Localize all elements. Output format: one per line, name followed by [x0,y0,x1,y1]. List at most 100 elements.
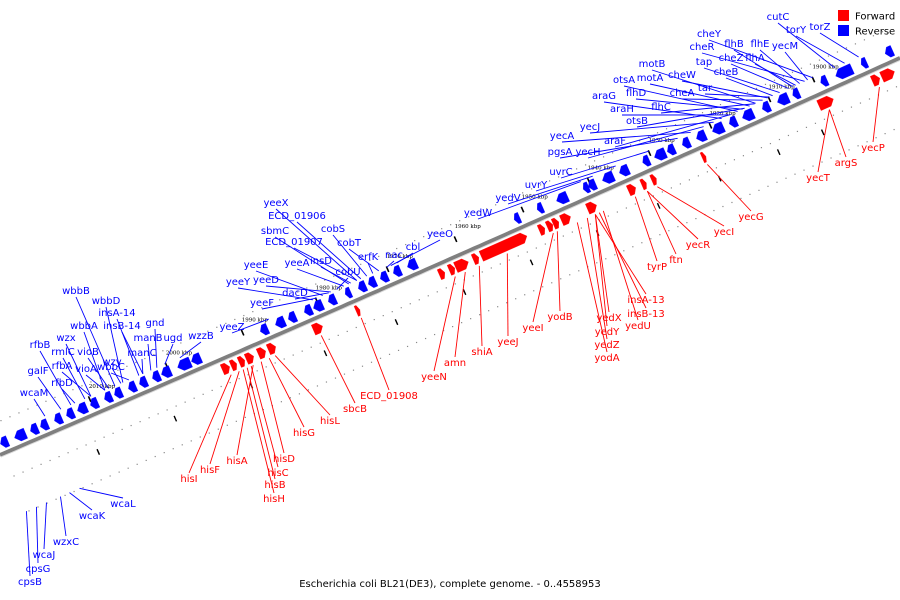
guide-dot [800,67,803,69]
guide-dot [13,475,15,477]
forward-16-gene-arrow [436,268,445,280]
reverse-2-gene-arrow [835,63,855,80]
guide-dot [274,362,276,364]
guide-dot [850,106,853,108]
guide-dot [499,263,501,265]
forward-7-gene-arrow [585,201,597,215]
guide-dot [605,258,607,260]
wzzB-leader-line [179,341,202,359]
guide-dot [135,361,137,364]
yecP-gene-label: yecP [861,143,885,154]
insA-14-gene-label: insA-14 [98,308,135,319]
minor-tick-mark [529,259,534,266]
guide-dot [244,416,246,419]
reverse-12-gene-arrow [667,143,677,156]
guide-dot [670,187,672,189]
hisF-gene-label: hisF [200,465,220,476]
guide-dot [461,322,463,324]
flhE-leader-line [759,49,800,84]
motB-leader-line [651,69,756,104]
yeeD-gene-label: yeeD [253,275,279,286]
reverse-9-gene-arrow [712,121,726,135]
reverse-10-gene-arrow [696,129,708,142]
guide-dot [229,381,231,384]
scale-tick-label: 1960 kbp [455,224,482,230]
vioB-leader-line [87,357,110,389]
hisL-gene-label: hisL [320,416,340,427]
guide-dot [432,232,434,234]
guide-dot [872,35,875,37]
guide-dot [713,209,715,212]
guide-dot [782,75,785,77]
forward-0-gene-arrow [879,68,895,83]
ECD_01907-gene-label: ECD_01907 [265,237,323,248]
guide-dot [415,341,418,344]
yedZ-gene-label: yedZ [594,340,619,351]
guide-dot [488,310,490,312]
guide-dot [108,373,110,375]
guide-dot [859,102,862,104]
guide-dot [506,302,508,304]
insB-14-leader-line [121,331,144,375]
scale-tick-label: 2010 kbp [89,384,116,390]
shiA-leader-line [478,265,483,347]
forward-23-gene-arrow [228,359,237,372]
guide-dot [109,475,111,477]
guide-dot [157,413,159,415]
cheR-gene-label: cheR [690,42,715,53]
nac-gene-label: nac [385,250,403,261]
insB-14-gene-label: insB-14 [103,321,141,332]
cobU-leader-line [336,277,349,290]
guide-dot [656,132,659,134]
guide-dot [346,330,348,333]
guide-dot [261,307,263,309]
guide-dot [73,490,75,493]
guide-dot [81,385,83,387]
minor-tick-mark [173,415,178,422]
yedX-gene-label: yedX [596,313,621,324]
guide-dot [252,311,254,313]
guide-dot [145,459,147,462]
guide-dot [181,444,183,446]
guide-dot [67,452,69,454]
reverse-13-gene-arrow [654,147,668,161]
guide-dot [571,231,573,233]
forward-18-gene-arrow [311,322,323,336]
guide-dot [522,192,524,194]
guide-dot [710,108,713,110]
dacD-gene-label: dacD [282,288,308,299]
tar-leader-line [704,93,770,98]
guide-dot [827,55,830,57]
araF-gene-label: araF [604,136,626,147]
vioA-leader-line [85,374,106,391]
guide-dot [695,217,697,220]
reverse-35-gene-arrow [177,356,193,371]
flhD-leader-line [635,98,743,110]
yeeF-leader-line [261,297,317,310]
guide-dot [443,329,445,332]
scale-tick-label: 1950 kbp [522,195,549,201]
reverse-38-gene-arrow [139,375,150,388]
cheA-gene-label: cheA [670,88,695,99]
guide-dot [198,334,200,336]
guide-dot [387,251,389,254]
forward-20-gene-arrow [255,347,266,360]
guide-dot [280,401,282,403]
yecR-gene-label: yecR [686,240,711,251]
forward-22-gene-arrow [236,355,245,368]
ECD_01908-leader-line [360,317,390,391]
scale-tick-mark [708,122,713,129]
rmlC-leader-line [62,357,86,400]
cutC-gene-label: cutC [767,12,790,23]
guide-dot [225,322,227,324]
yedW-gene-label: yedW [464,208,492,219]
flhA-gene-label: flhA [745,53,765,64]
guide-dot [854,43,857,45]
reverse-43-gene-arrow [77,401,89,415]
guide-dot [262,408,264,411]
guide-dot [307,389,310,391]
guide-dot [580,227,582,229]
reverse-45-gene-arrow [54,412,65,425]
amn-gene-label: amn [444,358,466,369]
ECD_01906-gene-label: ECD_01906 [268,211,326,222]
